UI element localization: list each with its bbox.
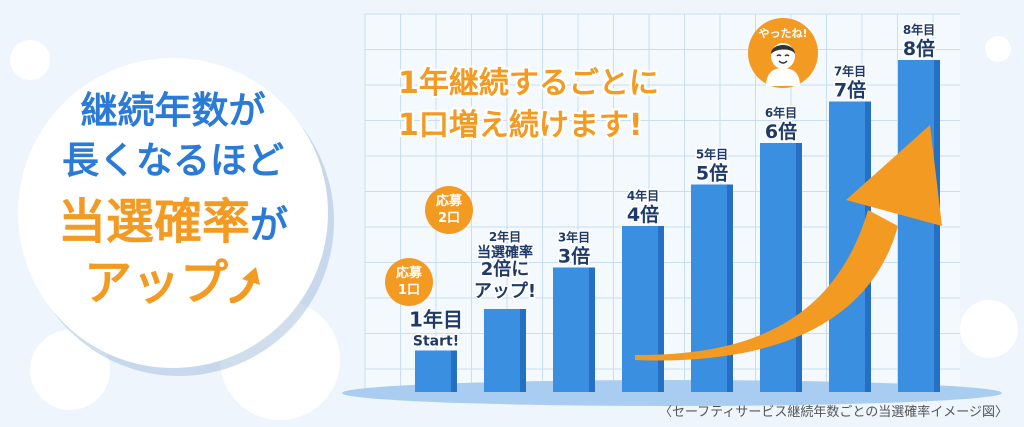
bar-2	[484, 309, 526, 392]
headline-particle: が	[250, 203, 289, 247]
growth-arrow	[635, 125, 942, 361]
badge-line: 応募	[435, 194, 462, 209]
callout-line-2: 1口増え続けます!	[398, 108, 643, 143]
year-label: 3年目	[558, 230, 590, 245]
value-label: 5倍	[696, 162, 728, 185]
up-arrow-icon	[229, 267, 260, 304]
year-label: 7年目	[834, 64, 866, 79]
note-label: アップ!	[474, 280, 536, 302]
value-label: 8倍	[903, 37, 935, 60]
bar-3	[553, 267, 595, 392]
headline-line-2: 長くなるほど	[62, 139, 284, 182]
value-label: 4倍	[627, 203, 659, 226]
year-label: 6年目	[765, 105, 797, 120]
value-label: Start!	[413, 334, 459, 350]
decor-bubble	[10, 40, 50, 80]
value-label: 6倍	[765, 120, 797, 143]
growth-arrow-body	[635, 210, 898, 361]
bar-shade-6	[796, 143, 802, 392]
entry-badge-year2: 応募 2口	[425, 186, 473, 234]
year-label: 1年目	[409, 308, 463, 332]
badge-line: 1口	[397, 283, 421, 298]
decor-bubble	[960, 300, 1018, 358]
character-exclamation: やったね!	[758, 27, 808, 40]
value-label: 2倍に	[481, 258, 530, 280]
bar-8	[898, 60, 940, 392]
growth-arrow-head	[846, 125, 942, 226]
badge-line: 2口	[437, 211, 461, 226]
headline-line-3: 当選確率が	[18, 182, 328, 252]
headline-up: アップ	[83, 255, 228, 311]
year-label: 8年目	[903, 22, 935, 37]
bar-6	[760, 143, 802, 392]
value-label: 7倍	[834, 79, 866, 102]
badge-line: 応募	[395, 266, 422, 281]
value-label: 3倍	[558, 245, 590, 268]
bar-shade-2	[520, 309, 526, 392]
bar-1	[415, 350, 457, 392]
bar-shade-1	[451, 350, 457, 392]
headline-emphasis: 当選確率	[57, 194, 250, 250]
bar-shade-8	[934, 60, 940, 392]
headline-line-1: 継続年数が	[80, 89, 266, 132]
entry-badge-year1: 応募 1口	[385, 258, 433, 306]
bar-shade-4	[658, 226, 664, 392]
year-label: 4年目	[627, 188, 659, 203]
year-label: 5年目	[696, 147, 728, 162]
year-label: 2年目	[489, 229, 521, 244]
headline-line-4: アップ	[18, 243, 328, 313]
headline-circle: 継続年数が 長くなるほど 当選確率が アップ	[18, 58, 328, 368]
figure-caption: 〈セーフティサービス継続年数ごとの当選確率イメージ図〉	[658, 405, 1008, 420]
bar-shade-5	[727, 184, 733, 392]
bar-shade-3	[589, 267, 595, 392]
decor-bubble	[985, 36, 1011, 62]
callout-line-1: 1年継続するごとに	[398, 66, 659, 101]
note-label: 当選確率	[477, 244, 533, 261]
bar-4	[622, 226, 664, 392]
happy-person-icon	[766, 43, 800, 86]
bar-5	[691, 184, 733, 392]
happy-character: やったね!	[748, 18, 818, 88]
